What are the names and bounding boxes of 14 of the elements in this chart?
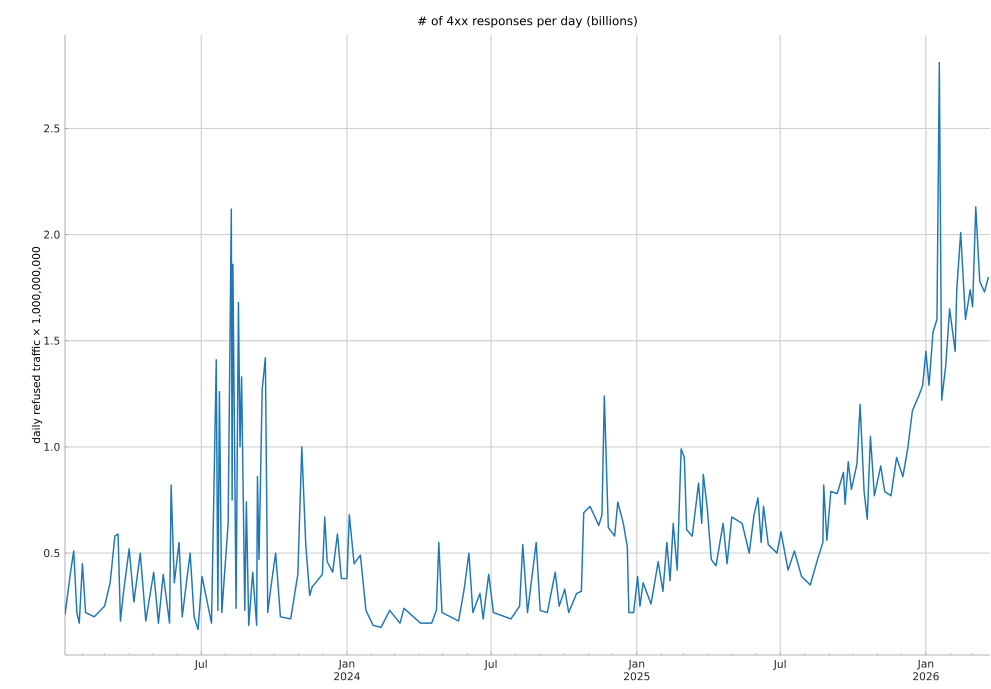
y-tick-label: 1.5 <box>44 336 60 345</box>
x-tick-label: Jan 2026 <box>913 660 939 680</box>
y-tick-label: 2.5 <box>44 124 60 132</box>
x-tick-label: Jan 2025 <box>624 660 650 680</box>
x-tick-label: Jul <box>484 660 497 670</box>
y-tick-label: 0.5 <box>44 549 60 558</box>
chart-title: # of 4xx responses per day (billions) <box>418 16 637 28</box>
x-tick-label: Jan 2024 <box>334 660 360 680</box>
x-tick-label: Jul <box>773 660 786 670</box>
y-tick-label: 2.0 <box>44 230 60 239</box>
line-series <box>65 62 990 630</box>
y-tick-label: 1.0 <box>44 442 60 451</box>
y-axis-title: daily refused traffic × 1,000,000,000 <box>32 246 42 444</box>
x-tick-label: Jul <box>194 660 207 670</box>
